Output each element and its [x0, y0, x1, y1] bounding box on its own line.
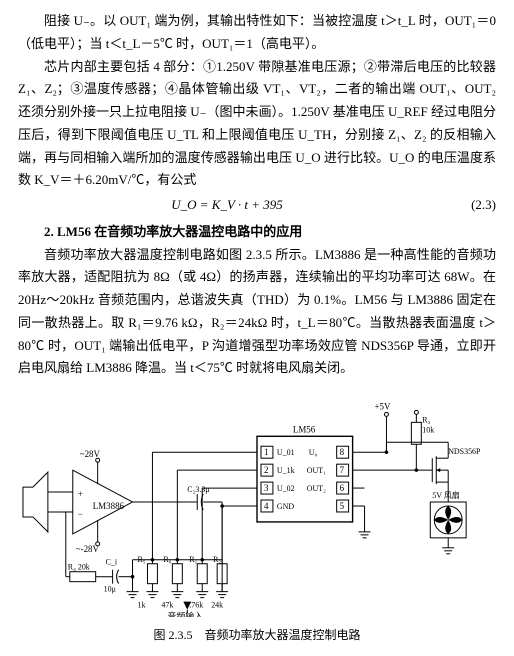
pin-8: 8 [340, 447, 345, 457]
pin-7: 7 [340, 465, 345, 475]
r6-label: R₆ [163, 555, 171, 564]
pin1-name: U_01 [277, 448, 295, 457]
cap-c2-label: C₂3.3μ [187, 485, 209, 494]
pin-5: 5 [340, 501, 345, 511]
paragraph-2: 芯片内部主要包括 4 部分：①1.250V 带隙基准电压源；②带滞后电压的比较器… [18, 56, 496, 193]
svg-text:−: − [78, 509, 83, 519]
pin3-name: U_02 [277, 484, 295, 493]
mosfet-label: NDS356P [448, 447, 481, 456]
figure-caption: 图 2.3.5 音频功率放大器温度控制电路 [18, 625, 496, 646]
svg-text:10k: 10k [422, 425, 434, 434]
svg-text:24k: 24k [211, 601, 223, 610]
pin8-name: U₀ [309, 448, 318, 457]
paragraph-1: 阻接 U₋。以 OUT₁ 端为例，其输出特性如下：当被控温度 t＞t_L 时，O… [18, 10, 496, 56]
pin6-name: OUT₂ [307, 484, 326, 493]
rail-neg-label: ~-28V [76, 544, 100, 554]
pin7-name: OUT₁ [307, 466, 326, 475]
r3-label: R₃ [422, 415, 430, 424]
equation: U_O = K_V · t + 395 [18, 194, 436, 217]
paragraph-3: 音频功率放大器温度控制电路如图 2.3.5 所示。LM3886 是一种高性能的音… [18, 244, 496, 381]
section-heading: 2. LM56 在音频功率放大器温控电路中的应用 [18, 221, 496, 244]
vpos-label: +5V [375, 401, 392, 411]
audio-in-label: 音频输入 [167, 611, 203, 617]
equation-number: (2.3) [436, 194, 496, 217]
r2-label: R₂ [213, 555, 221, 564]
pin2-name: U_1k [277, 466, 295, 475]
pin-6: 6 [340, 483, 345, 493]
pin-4: 4 [264, 501, 269, 511]
pin-1: 1 [264, 447, 268, 457]
r1-label: R₁ [189, 555, 197, 564]
pin-3: 3 [264, 483, 269, 493]
pin4-name: GND [277, 502, 294, 511]
equation-row: U_O = K_V · t + 395 (2.3) [18, 194, 496, 217]
ci-val: 10μ [104, 585, 116, 594]
figure-2-3-5: + − LM3886 ~28V ~-28V C₂3.3μ R₄ 20k C_i … [18, 392, 496, 646]
lm3886-label: LM3886 [93, 501, 125, 511]
r4-label: R₄ 20k [68, 563, 90, 572]
fan-label: 5V 风扇 [432, 490, 460, 500]
pin-2: 2 [264, 465, 268, 475]
svg-text:1k: 1k [138, 601, 146, 610]
ci-label: C_i [106, 558, 118, 567]
svg-text:47k: 47k [161, 601, 173, 610]
chip-label: LM56 [293, 424, 316, 434]
r5-label: R₅ [138, 555, 146, 564]
svg-text:+: + [78, 489, 83, 499]
rail-pos-label: ~28V [80, 449, 101, 459]
